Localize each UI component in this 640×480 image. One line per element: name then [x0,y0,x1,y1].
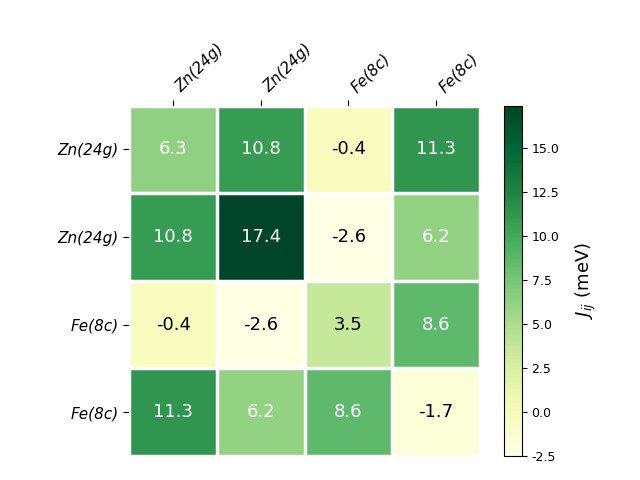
Text: 8.6: 8.6 [422,316,450,334]
Text: 10.8: 10.8 [153,228,193,246]
Text: 10.8: 10.8 [241,140,280,158]
Text: -1.7: -1.7 [419,403,454,421]
Text: 6.2: 6.2 [246,403,275,421]
Y-axis label: $J_{ij}$ (meV): $J_{ij}$ (meV) [573,242,598,319]
Text: 11.3: 11.3 [416,140,456,158]
Text: 6.3: 6.3 [159,140,188,158]
Text: 11.3: 11.3 [153,403,193,421]
Text: -2.6: -2.6 [331,228,366,246]
Text: 3.5: 3.5 [334,316,363,334]
Text: 17.4: 17.4 [241,228,281,246]
Text: 8.6: 8.6 [334,403,363,421]
Text: -0.4: -0.4 [156,316,191,334]
Text: 6.2: 6.2 [422,228,451,246]
Text: -0.4: -0.4 [331,140,366,158]
Text: -2.6: -2.6 [243,316,278,334]
